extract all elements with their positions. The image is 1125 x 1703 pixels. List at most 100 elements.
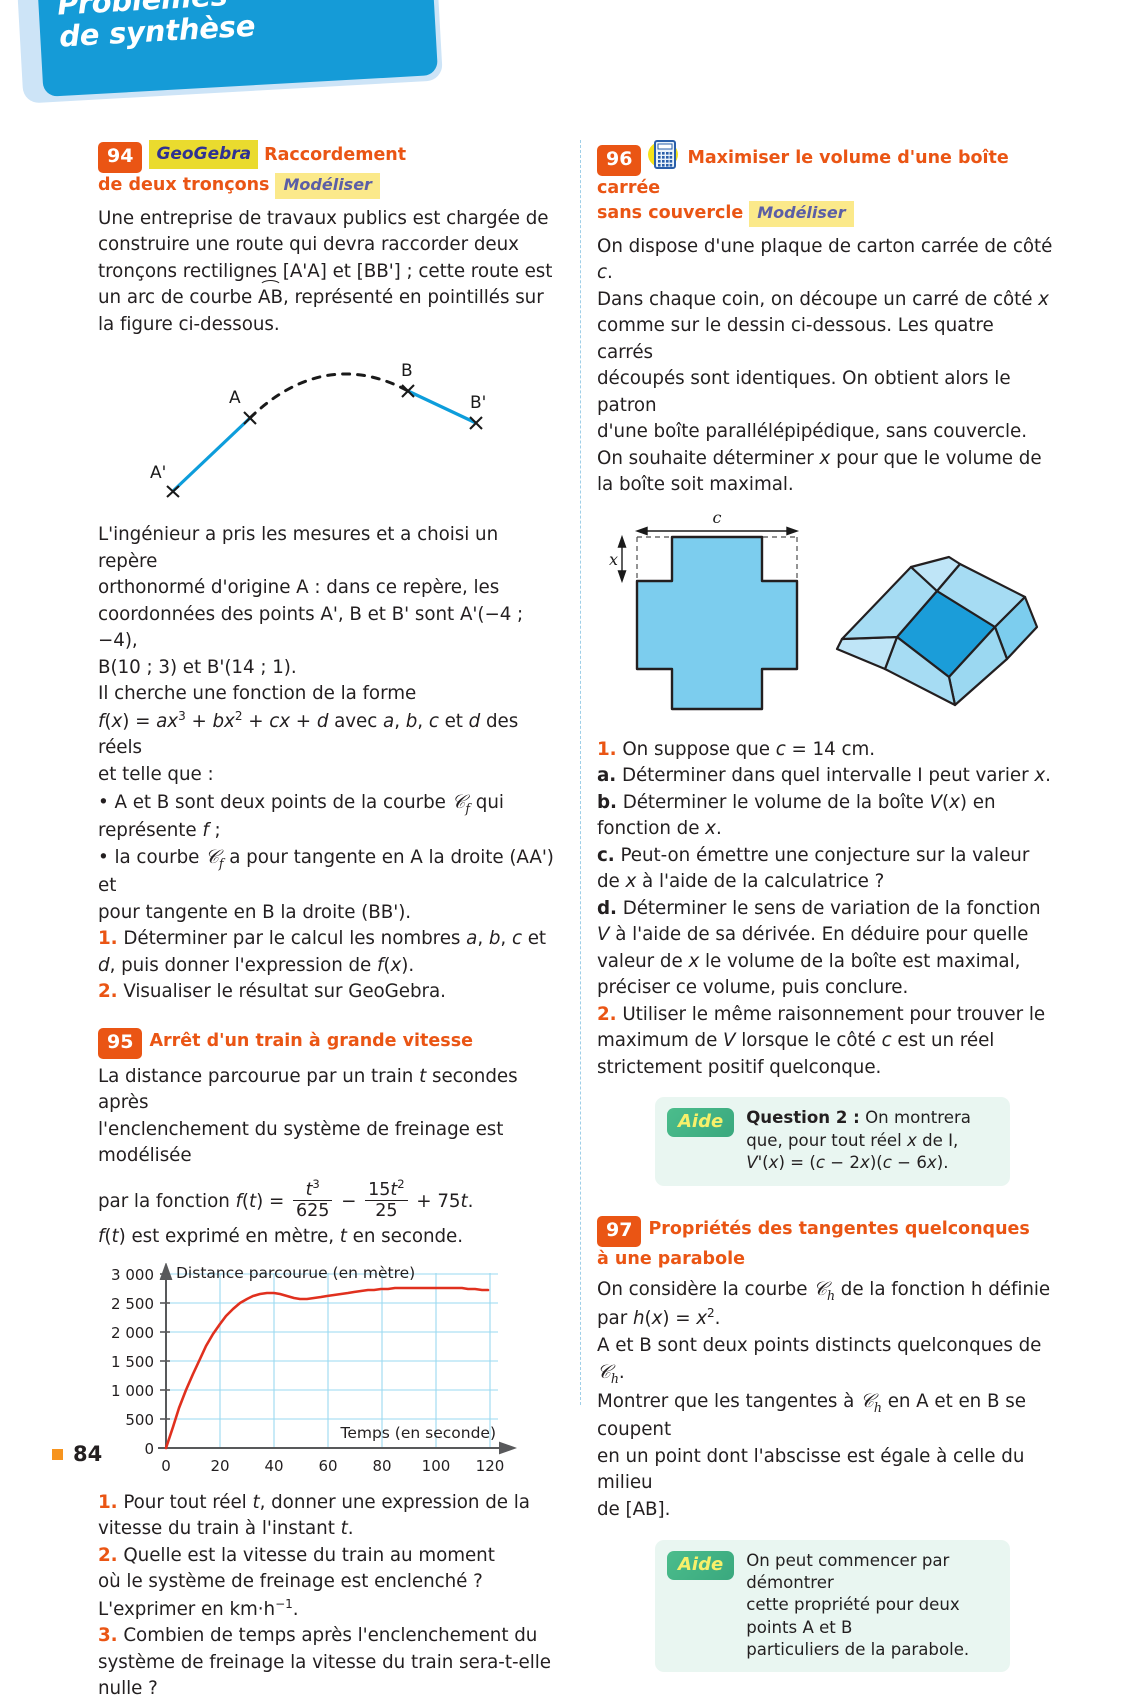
figure-label-x: x: [609, 550, 618, 569]
exercise-94-paragraph2: L'ingénieur a pris les mesures et a choi…: [98, 524, 524, 785]
q3-number: 3.: [98, 1625, 118, 1647]
curve-symbol-cf: 𝒞f: [451, 790, 471, 816]
ytick-1000: 1 000: [111, 1382, 154, 1400]
xtick-60: 60: [318, 1457, 337, 1475]
exercise-94-title-part2: de deux tronçons: [98, 174, 270, 195]
aide-tag: Aide: [667, 1108, 735, 1138]
exercise-94-question-2: 2. Visualiser le résultat sur GeoGebra.: [98, 979, 556, 1006]
p2-line2: orthonormé d'origine A : dans ce repère,…: [98, 577, 500, 599]
exercise-97-title-part2: à une parabole: [597, 1248, 745, 1269]
q2-number: 2.: [98, 981, 118, 1003]
ytick-2500: 2 500: [111, 1295, 154, 1313]
line5: en un point dont l'abscisse est égale à …: [597, 1445, 1025, 1494]
q2-line2: où le système de freinage est enclenché …: [98, 1571, 483, 1593]
q2-text: Visualiser le résultat sur GeoGebra.: [123, 981, 446, 1003]
exercise-96-header: 96 Maximiser le volume d'une boîte carrée…: [597, 140, 1055, 227]
intro-line5: d'une boîte parallélépipédique, sans cou…: [597, 421, 1027, 443]
exercise-96-title-part1: Maximiser le volume d'une boîte carrée: [597, 148, 1009, 198]
intro-line3: comme sur le dessin ci-dessous. Les quat…: [597, 315, 994, 363]
line1-part1: On considère la courbe: [597, 1279, 808, 1301]
bullet2-part3: pour tangente en B la droite (BB').: [98, 901, 412, 923]
exercise-94-bullets: • A et B sont deux points de la courbe 𝒞…: [98, 789, 556, 927]
p2-line1: L'ingénieur a pris les mesures et a choi…: [98, 524, 499, 572]
left-column: 94 GeoGebra Raccordement de deux tronçons M…: [98, 140, 556, 1703]
chart-distance-vs-time: 3 000 2 500 2 000 1 500 1 000 500 0 0 20…: [98, 1262, 556, 1478]
xtick-0: 0: [161, 1457, 171, 1475]
competence-badge-modeliser: Modéliser: [275, 172, 380, 199]
exercise-94-intro: Une entreprise de travaux publics est ch…: [98, 207, 553, 335]
p2-line5: Il cherche une fonction de la forme: [98, 683, 417, 705]
exercise-96-intro: On dispose d'une plaque de carton carrée…: [597, 235, 1053, 496]
fraction-denominator-625: 625: [293, 1200, 333, 1222]
chart-xlabel: Temps (en seconde): [339, 1424, 496, 1442]
exercise-95-question-3: 3. Combien de temps après l'enclenchemen…: [98, 1623, 556, 1703]
q1-number: 1.: [98, 928, 118, 950]
figure-label-a-prime: A': [150, 463, 166, 483]
exercise-95-intro: La distance parcourue par un train t sec…: [98, 1064, 556, 1170]
column-divider: [580, 140, 581, 1405]
exercise-97-title-part1: Propriétés des tangentes quelconques: [648, 1218, 1030, 1239]
exercise-94: 94 GeoGebra Raccordement de deux tronçons M…: [98, 140, 556, 1006]
exercise-96-question-2: 2. Utiliser le même raisonnement pour tr…: [597, 1003, 1046, 1078]
exercise-94-title-part1: Raccordement: [264, 145, 407, 165]
aide-line2: cette propriété pour deux points A et B: [746, 1595, 960, 1637]
line3-part1: A et B sont deux points distincts quelco…: [597, 1334, 1042, 1356]
xtick-100: 100: [422, 1457, 451, 1475]
exercise-94-question-1: 1. Déterminer par le calcul les nombres …: [98, 928, 547, 976]
fraction-15t2-25: 15t2 25: [365, 1177, 408, 1223]
exercise-96: 96 Maximiser le volume d'une boîte carrée…: [597, 140, 1055, 1186]
intro-line1: La distance parcourue par un train t sec…: [98, 1065, 518, 1114]
q1-number: 1.: [597, 738, 617, 760]
xtick-80: 80: [372, 1457, 391, 1475]
bullet1-part2: qui: [475, 791, 504, 813]
q2-line1: Quelle est la vitesse du train au moment: [123, 1544, 495, 1566]
ytick-0: 0: [144, 1440, 154, 1458]
exercise-96-question-a: a. Déterminer dans quel intervalle I peu…: [597, 765, 1051, 787]
intro-line4: découpés sont identiques. On obtient alo…: [597, 368, 1011, 416]
exercise-95-title: Arrêt d'un train à grande vitesse: [149, 1030, 473, 1051]
fraction-t3-625: t3 625: [293, 1177, 333, 1223]
aide-line3: particuliers de la parabole.: [746, 1640, 970, 1660]
p2-line7: et telle que :: [98, 764, 214, 785]
aide-tag: Aide: [667, 1550, 735, 1580]
exercise-95-question-1: 1. Pour tout réel t, donner une expressi…: [98, 1491, 530, 1540]
page-folio: 84: [52, 1442, 102, 1466]
p2-line3: coordonnées des points A', B et B' sont …: [98, 603, 524, 652]
qc-letter: c.: [597, 844, 615, 866]
q1-number: 1.: [98, 1491, 118, 1513]
curve-symbol-ch-2: 𝒞h: [597, 1361, 619, 1387]
exercise-97: 97 Propriétés des tangentes quelconques à…: [597, 1215, 1055, 1673]
competence-badge-modeliser: Modéliser: [749, 200, 854, 227]
curve-symbol-ch-3: 𝒞h: [860, 1390, 882, 1416]
textbook-page: Problèmes de synthèse 94GeoGebraRaccorde…: [17, 0, 1052, 1699]
intro-line2: l'enclenchement du système de freinage e…: [98, 1118, 504, 1167]
aide-box-97: Aide On peut commencer par démontrer cet…: [655, 1539, 1010, 1673]
exercise-96-question-b: b. Déterminer le volume de la boîte V(x)…: [597, 791, 996, 840]
ytick-3000: 3 000: [111, 1266, 154, 1284]
line1-part2: de la fonction h définie: [840, 1279, 1051, 1301]
intro-line7: la boîte soit maximal.: [597, 474, 794, 496]
curve-symbol-cf-2: 𝒞f: [205, 846, 224, 871]
figure-box-net-and-3d: c x: [597, 509, 1055, 731]
figure-label-c: c: [713, 509, 722, 527]
figure-label-b-prime: B': [470, 393, 486, 413]
line6: de [AB].: [597, 1499, 671, 1520]
exercise-95-formula: par la fonction f(t) = t3 625 − 15t2 25 …: [98, 1176, 474, 1223]
bullet1-part3: représente f ;: [98, 819, 221, 841]
qd-letter: d.: [597, 897, 617, 919]
figure-label-b: B: [401, 361, 413, 381]
exercise-97-body: On considère la courbe 𝒞h de la fonction…: [597, 1278, 1051, 1520]
exercise-number-badge: 95: [98, 1027, 143, 1059]
q3-text: Combien de temps après l'enclenchement d…: [98, 1625, 551, 1700]
aide-box-96: Aide Question 2 : On montrera que, pour …: [655, 1097, 1010, 1186]
folio-page-number: 84: [73, 1442, 103, 1466]
right-column: 96 Maximiser le volume d'une boîte carrée…: [597, 140, 1055, 1673]
exercise-96-question-c: c. Peut-on émettre une conjecture sur la…: [597, 844, 1030, 893]
exercise-94-header: 94 GeoGebra Raccordement de deux tronçons M…: [98, 140, 556, 199]
chart-ylabel: Distance parcourue (en mètre): [176, 1264, 415, 1282]
line4-part2: en A et en B se coupent: [597, 1391, 1026, 1441]
qa-letter: a.: [597, 765, 617, 787]
exercise-number-badge: 97: [597, 1215, 642, 1247]
folio-marker: [52, 1448, 63, 1460]
ytick-500: 500: [125, 1411, 154, 1429]
